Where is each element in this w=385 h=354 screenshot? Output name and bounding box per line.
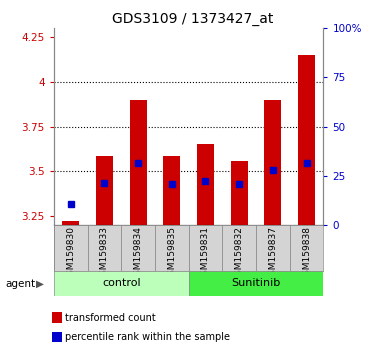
Bar <box>264 100 281 225</box>
Bar <box>130 100 147 225</box>
Text: transformed count: transformed count <box>65 313 156 323</box>
Text: GSM159834: GSM159834 <box>134 226 142 281</box>
Bar <box>189 271 323 296</box>
Text: GSM159835: GSM159835 <box>167 226 176 281</box>
Text: agent: agent <box>6 279 36 289</box>
Bar <box>88 225 121 271</box>
Bar <box>121 225 155 271</box>
Bar <box>231 161 248 225</box>
Text: GDS3109 / 1373427_at: GDS3109 / 1373427_at <box>112 12 273 27</box>
Bar <box>256 225 290 271</box>
Text: GSM159831: GSM159831 <box>201 226 210 281</box>
Text: GSM159830: GSM159830 <box>66 226 75 281</box>
Text: Sunitinib: Sunitinib <box>231 278 281 288</box>
Text: GSM159838: GSM159838 <box>302 226 311 281</box>
Bar <box>62 221 79 225</box>
Text: percentile rank within the sample: percentile rank within the sample <box>65 332 230 342</box>
Bar <box>54 271 189 296</box>
Bar <box>223 225 256 271</box>
Text: GSM159833: GSM159833 <box>100 226 109 281</box>
Bar <box>155 225 189 271</box>
Text: GSM159837: GSM159837 <box>268 226 277 281</box>
Text: control: control <box>102 278 141 288</box>
Bar <box>163 156 180 225</box>
Text: ▶: ▶ <box>36 279 44 289</box>
Text: GSM159832: GSM159832 <box>235 226 244 281</box>
Bar <box>197 143 214 225</box>
Bar <box>96 156 113 225</box>
Bar <box>54 225 88 271</box>
Bar <box>290 225 323 271</box>
Bar <box>189 225 223 271</box>
Bar <box>298 55 315 225</box>
